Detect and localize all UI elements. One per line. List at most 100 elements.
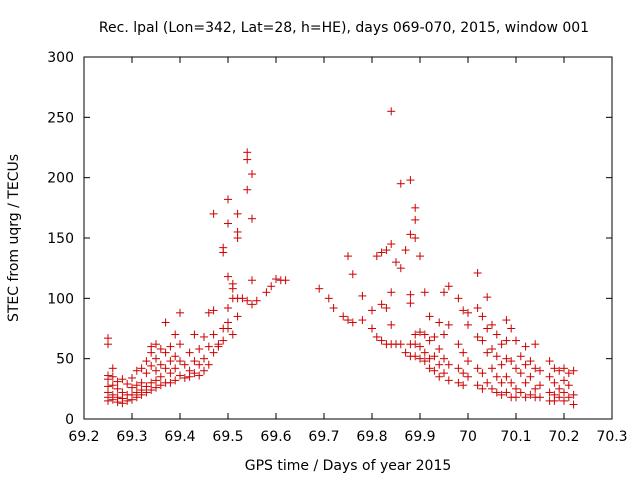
data-point xyxy=(171,376,180,385)
data-point xyxy=(142,369,151,378)
data-point xyxy=(228,284,237,293)
data-point xyxy=(473,268,482,277)
data-point xyxy=(430,332,439,341)
data-point xyxy=(123,396,132,405)
data-point xyxy=(137,378,146,387)
data-point xyxy=(224,272,232,281)
data-point xyxy=(444,282,453,291)
data-point xyxy=(233,209,242,218)
data-point xyxy=(248,276,256,285)
data-point xyxy=(156,381,165,390)
data-point xyxy=(152,366,160,375)
data-point xyxy=(440,354,448,363)
data-point xyxy=(512,336,520,345)
data-point xyxy=(190,369,199,378)
data-point xyxy=(190,357,199,366)
data-point xyxy=(444,376,453,385)
data-point xyxy=(440,369,448,378)
data-point xyxy=(224,324,232,333)
data-point xyxy=(435,372,444,381)
x-tick-label: 69.8 xyxy=(356,429,387,445)
data-point xyxy=(483,378,492,387)
data-point xyxy=(152,340,160,349)
data-point xyxy=(435,345,444,354)
data-point xyxy=(521,360,530,369)
y-axis-label: STEC from uqrg / TECUs xyxy=(6,154,22,322)
data-point xyxy=(526,390,535,399)
data-point xyxy=(416,342,424,351)
data-point xyxy=(233,234,242,242)
data-point xyxy=(396,179,405,188)
data-point xyxy=(219,336,228,345)
data-point xyxy=(166,369,175,378)
data-point xyxy=(190,330,199,339)
data-point xyxy=(176,308,184,317)
data-point xyxy=(473,364,482,373)
data-point xyxy=(560,364,568,373)
data-point xyxy=(377,336,386,345)
data-point xyxy=(368,306,376,315)
data-point xyxy=(464,320,472,329)
data-point xyxy=(459,348,468,357)
data-point xyxy=(238,294,247,303)
data-point xyxy=(560,388,568,397)
data-point xyxy=(444,360,453,369)
data-point xyxy=(555,393,564,402)
x-tick-label: 69.5 xyxy=(212,429,243,445)
data-point xyxy=(372,252,381,261)
data-point xyxy=(425,354,434,363)
data-point xyxy=(152,383,160,392)
data-point xyxy=(152,376,160,385)
data-point xyxy=(204,342,213,351)
data-point xyxy=(545,372,554,381)
data-point xyxy=(185,348,194,357)
data-point xyxy=(411,352,420,361)
data-point xyxy=(243,155,252,164)
data-point xyxy=(502,316,511,325)
data-point xyxy=(564,381,573,390)
data-point xyxy=(411,330,420,339)
data-point xyxy=(209,209,218,218)
data-point xyxy=(488,320,496,329)
data-point xyxy=(425,364,434,373)
y-tick-label: 300 xyxy=(47,50,74,66)
y-axis: 0 50 100 150 200 250 300 xyxy=(47,50,612,428)
data-point xyxy=(128,395,136,404)
data-point xyxy=(464,372,472,381)
data-point xyxy=(185,372,194,381)
data-point xyxy=(123,380,132,389)
data-point xyxy=(329,303,338,312)
data-point xyxy=(204,360,213,369)
data-point xyxy=(262,288,271,297)
data-point xyxy=(459,381,468,390)
data-point xyxy=(478,312,487,321)
data-point xyxy=(132,381,141,390)
data-point xyxy=(108,364,117,373)
data-point xyxy=(531,384,540,393)
data-point xyxy=(204,308,213,317)
x-tick-label: 70 xyxy=(459,429,477,445)
data-point xyxy=(233,312,242,321)
data-point xyxy=(358,291,367,300)
data-point xyxy=(507,378,516,387)
data-point xyxy=(147,386,156,395)
data-point xyxy=(416,328,424,337)
data-point xyxy=(118,375,127,384)
data-point xyxy=(416,252,424,261)
x-tick-label: 69.7 xyxy=(308,429,339,445)
data-point xyxy=(406,176,415,185)
data-point xyxy=(142,357,151,366)
data-point xyxy=(372,332,381,341)
data-point xyxy=(502,372,511,381)
data-point xyxy=(420,348,429,357)
data-point xyxy=(368,324,376,333)
data-point xyxy=(113,384,122,393)
data-point xyxy=(483,293,492,302)
data-point xyxy=(430,366,439,375)
data-point xyxy=(564,393,573,402)
y-tick-label: 150 xyxy=(47,231,74,247)
data-points xyxy=(104,107,578,409)
data-point xyxy=(161,318,170,327)
data-point xyxy=(440,288,448,297)
data-point xyxy=(152,354,160,363)
